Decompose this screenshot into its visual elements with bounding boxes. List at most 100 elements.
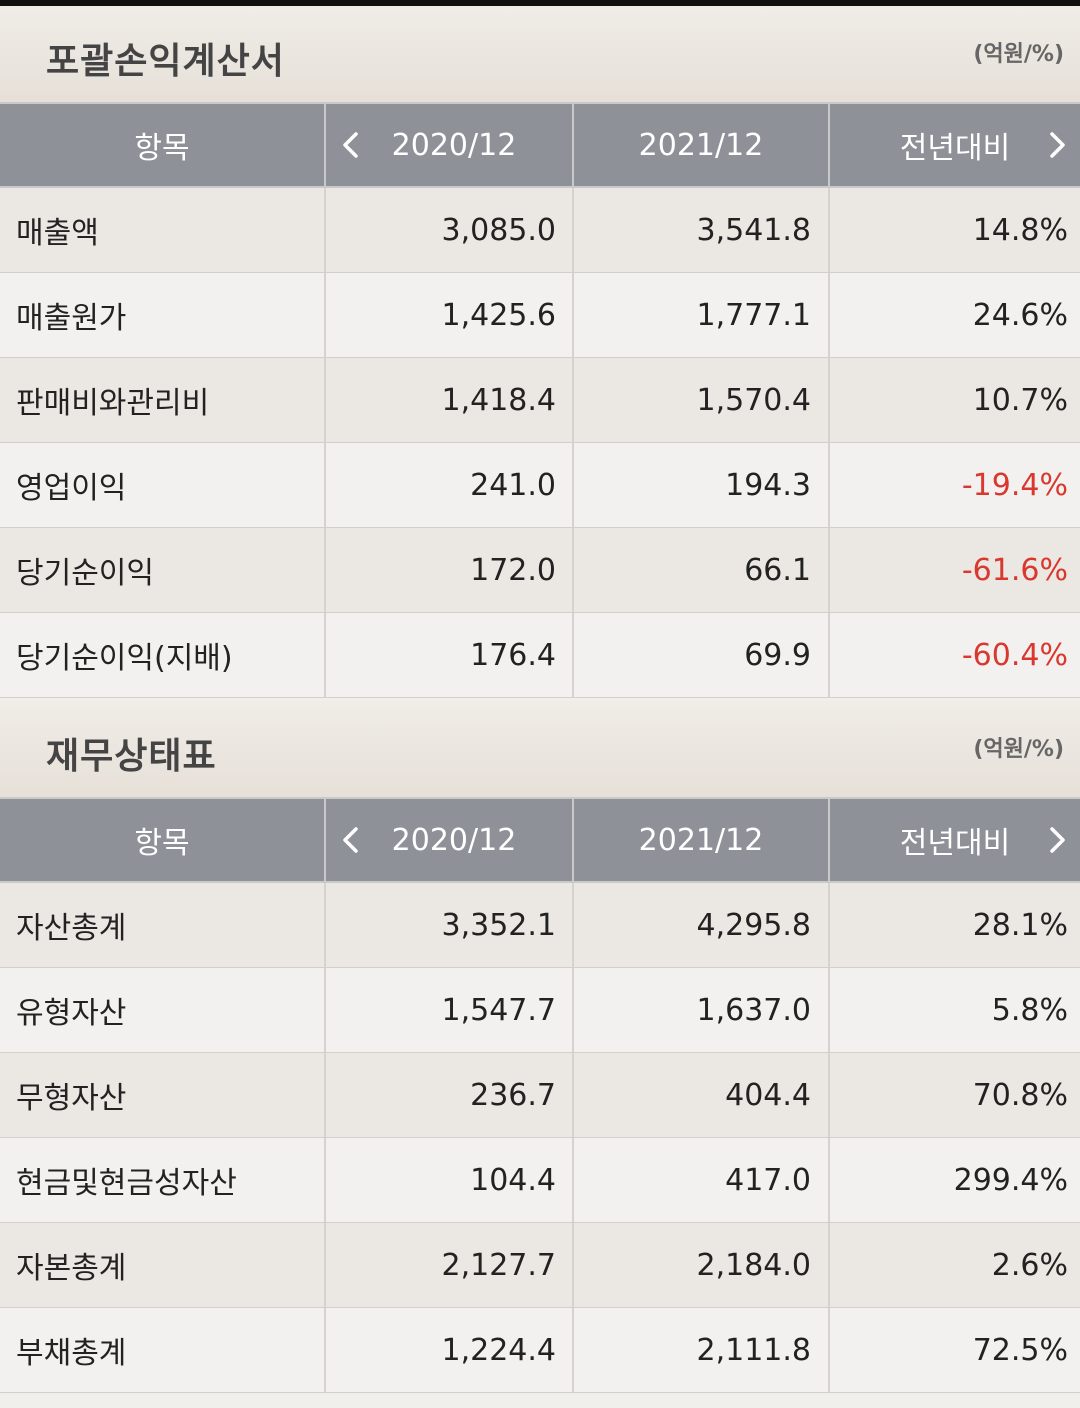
chevron-right-icon[interactable] <box>1042 823 1072 857</box>
row-value-2021: 1,570.4 <box>696 382 811 418</box>
column-divider <box>324 1138 326 1222</box>
row-value-yoy: -19.4% <box>961 467 1068 503</box>
column-divider <box>828 1138 830 1222</box>
table-row: 자본총계 2,127.7 2,184.0 2.6% <box>0 1223 1080 1308</box>
column-divider <box>324 1223 326 1307</box>
row-value-2020: 176.4 <box>470 637 556 673</box>
table-row: 매출액 3,085.0 3,541.8 14.8% <box>0 188 1080 273</box>
section-title: 포괄손익계산서 <box>46 41 285 82</box>
chevron-right-icon[interactable] <box>1042 128 1072 162</box>
row-item-label: 영업이익 <box>16 471 127 506</box>
row-value-yoy: 72.5% <box>972 1332 1068 1368</box>
section-title: 재무상태표 <box>46 736 217 777</box>
row-value-2021: 1,777.1 <box>696 297 811 333</box>
table-row: 당기순이익(지배) 176.4 69.9 -60.4% <box>0 613 1080 698</box>
column-divider <box>572 799 574 881</box>
row-value-2021: 417.0 <box>725 1162 811 1198</box>
section-header: 포괄손익계산서 (억원/%) <box>0 6 1080 102</box>
row-value-2020: 3,085.0 <box>441 212 556 248</box>
row-value-2020: 104.4 <box>470 1162 556 1198</box>
section-header: 재무상태표 (억원/%) <box>0 701 1080 797</box>
header-yoy: 전년대비 <box>899 131 1011 166</box>
row-value-yoy: 10.7% <box>972 382 1068 418</box>
row-value-2021: 4,295.8 <box>696 907 811 943</box>
table-header: 항목 2020/12 2021/12 전년대비 <box>0 797 1080 883</box>
chevron-left-icon[interactable] <box>336 128 366 162</box>
column-divider <box>324 104 326 186</box>
column-divider <box>828 883 830 967</box>
column-divider <box>324 528 326 612</box>
header-2020: 2020/12 <box>391 127 517 163</box>
table-row: 자산총계 3,352.1 4,295.8 28.1% <box>0 883 1080 968</box>
row-item-label: 자본총계 <box>16 1251 127 1286</box>
row-value-2020: 1,425.6 <box>441 297 556 333</box>
row-value-yoy: 5.8% <box>991 992 1068 1028</box>
row-value-yoy: 24.6% <box>972 297 1068 333</box>
column-divider <box>828 358 830 442</box>
column-divider <box>324 883 326 967</box>
row-item-label: 현금및현금성자산 <box>16 1166 237 1201</box>
column-divider <box>572 613 574 697</box>
column-divider <box>828 1308 830 1392</box>
row-value-2021: 194.3 <box>725 467 811 503</box>
column-divider <box>572 188 574 272</box>
column-divider <box>828 273 830 357</box>
row-item-label: 무형자산 <box>16 1081 127 1116</box>
row-value-2021: 404.4 <box>725 1077 811 1113</box>
chevron-left-icon[interactable] <box>336 823 366 857</box>
column-divider <box>828 968 830 1052</box>
column-divider <box>324 1308 326 1392</box>
row-value-2020: 3,352.1 <box>441 907 556 943</box>
income-statement-section: 포괄손익계산서 (억원/%) 항목 2020/12 2021/12 전년대비 매… <box>0 6 1080 698</box>
table-body: 자산총계 3,352.1 4,295.8 28.1% 유형자산 1,547.7 1,637.… <box>0 883 1080 1393</box>
column-divider <box>324 1053 326 1137</box>
row-value-2020: 1,224.4 <box>441 1332 556 1368</box>
column-divider <box>324 358 326 442</box>
column-divider <box>572 1308 574 1392</box>
column-divider <box>572 528 574 612</box>
column-divider <box>324 443 326 527</box>
column-divider <box>828 104 830 186</box>
row-value-2021: 1,637.0 <box>696 992 811 1028</box>
column-divider <box>828 528 830 612</box>
table-row: 무형자산 236.7 404.4 70.8% <box>0 1053 1080 1138</box>
row-value-2021: 3,541.8 <box>696 212 811 248</box>
row-value-yoy: 14.8% <box>972 212 1068 248</box>
row-item-label: 부채총계 <box>16 1336 127 1371</box>
column-divider <box>324 799 326 881</box>
row-value-yoy: 299.4% <box>953 1162 1068 1198</box>
table-row: 현금및현금성자산 104.4 417.0 299.4% <box>0 1138 1080 1223</box>
row-value-2021: 2,111.8 <box>696 1332 811 1368</box>
table-row: 유형자산 1,547.7 1,637.0 5.8% <box>0 968 1080 1053</box>
row-value-yoy: -60.4% <box>961 637 1068 673</box>
row-value-2020: 1,418.4 <box>441 382 556 418</box>
top-status-strip <box>0 0 1080 6</box>
row-item-label: 당기순이익 <box>16 556 154 591</box>
column-divider <box>572 883 574 967</box>
row-value-2021: 69.9 <box>744 637 811 673</box>
table-row: 부채총계 1,224.4 2,111.8 72.5% <box>0 1308 1080 1393</box>
column-divider <box>324 188 326 272</box>
row-value-yoy: 70.8% <box>972 1077 1068 1113</box>
row-value-2020: 2,127.7 <box>441 1247 556 1283</box>
header-2021: 2021/12 <box>638 127 764 163</box>
column-divider <box>572 1138 574 1222</box>
row-item-label: 당기순이익(지배) <box>16 641 233 676</box>
table-row: 매출원가 1,425.6 1,777.1 24.6% <box>0 273 1080 358</box>
row-item-label: 매출원가 <box>16 301 127 336</box>
table-row: 영업이익 241.0 194.3 -19.4% <box>0 443 1080 528</box>
table-body: 매출액 3,085.0 3,541.8 14.8% 매출원가 1,425.6 1,777.1… <box>0 188 1080 698</box>
unit-label: (억원/%) <box>973 737 1064 762</box>
column-divider <box>572 443 574 527</box>
column-divider <box>572 358 574 442</box>
row-item-label: 매출액 <box>16 216 99 251</box>
header-2020: 2020/12 <box>391 822 517 858</box>
column-divider <box>572 104 574 186</box>
column-divider <box>324 613 326 697</box>
column-divider <box>324 968 326 1052</box>
column-divider <box>828 799 830 881</box>
column-divider <box>828 188 830 272</box>
column-divider <box>572 1053 574 1137</box>
row-value-2020: 236.7 <box>470 1077 556 1113</box>
header-item: 항목 <box>134 131 190 166</box>
